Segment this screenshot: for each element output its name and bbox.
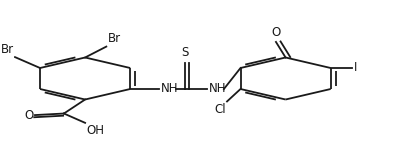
Text: Br: Br	[1, 43, 14, 56]
Text: S: S	[182, 46, 189, 60]
Text: O: O	[271, 26, 280, 39]
Text: OH: OH	[86, 124, 104, 137]
Text: Br: Br	[108, 32, 120, 45]
Text: I: I	[353, 62, 357, 74]
Text: NH: NH	[161, 82, 178, 95]
Text: NH: NH	[208, 82, 226, 95]
Text: Cl: Cl	[214, 103, 226, 116]
Text: O: O	[24, 109, 34, 122]
